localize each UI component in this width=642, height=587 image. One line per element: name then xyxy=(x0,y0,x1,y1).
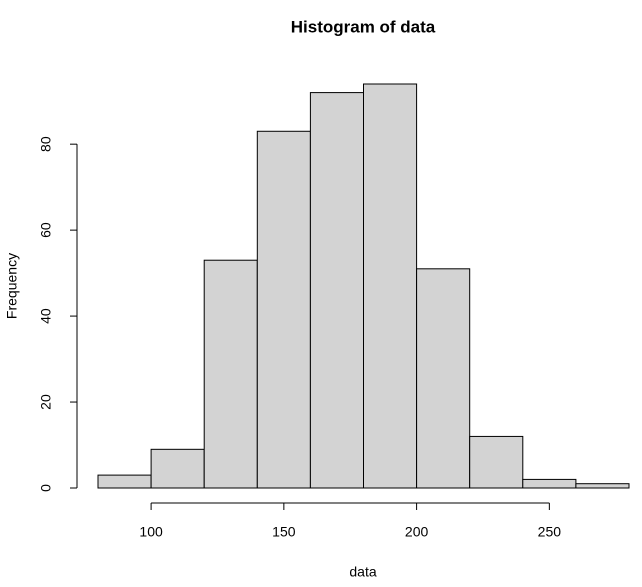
x-tick-label: 250 xyxy=(538,524,562,540)
y-tick-label: 0 xyxy=(38,484,54,492)
bar xyxy=(150,448,205,489)
bar xyxy=(522,478,577,489)
y-tick-label: 20 xyxy=(38,394,54,410)
bar xyxy=(575,483,630,489)
bar xyxy=(363,83,418,489)
bar xyxy=(309,92,364,489)
bar xyxy=(256,130,311,489)
y-axis-label: Frequency xyxy=(4,253,20,319)
x-tick-label: 200 xyxy=(405,524,429,540)
x-tick-label: 150 xyxy=(272,524,296,540)
x-tick-label: 100 xyxy=(139,524,163,540)
y-tick-label: 80 xyxy=(38,136,54,152)
bar xyxy=(416,268,471,489)
x-axis-label: data xyxy=(349,564,376,580)
bar xyxy=(469,435,524,489)
y-tick-label: 60 xyxy=(38,222,54,238)
bar xyxy=(97,474,152,489)
chart-title: Histogram of data xyxy=(291,17,436,36)
y-tick-label: 40 xyxy=(38,308,54,324)
bar xyxy=(203,259,258,489)
